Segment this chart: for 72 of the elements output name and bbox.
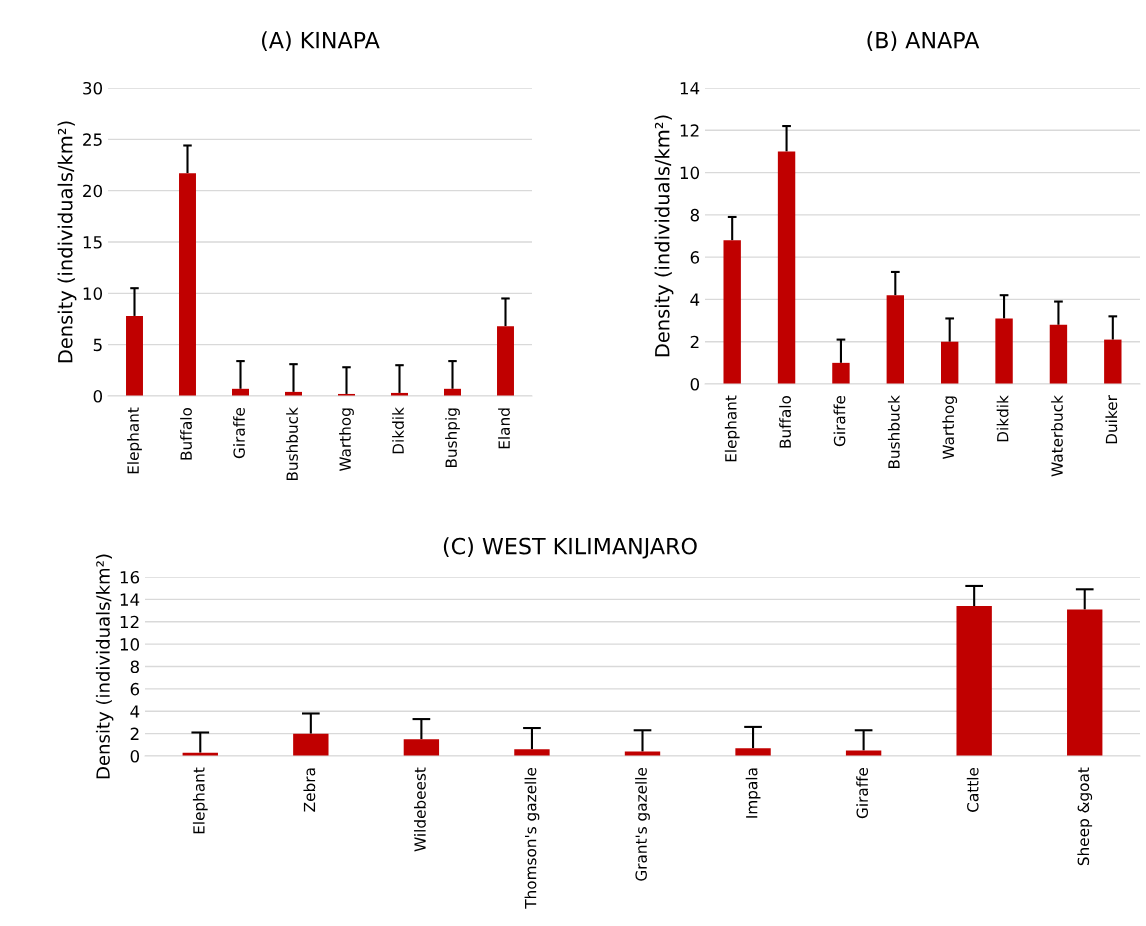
bar: [179, 173, 196, 396]
y-tick-label: 2: [690, 335, 699, 349]
x-tick-label: Wildebeest: [414, 767, 426, 852]
y-tick-label: 20: [83, 184, 103, 198]
y-tick-label: 15: [83, 236, 102, 249]
x-tick-label: Buffalo: [180, 407, 192, 460]
x-tick-label: Waterbuck: [1051, 395, 1063, 477]
y-tick-label: 0: [93, 389, 103, 403]
x-tick-label: Elephant: [724, 395, 740, 462]
x-tick-label: Sheep &goat: [1077, 767, 1093, 866]
y-tick-label: 14: [120, 593, 140, 606]
x-tick-label: Elephant: [127, 407, 142, 474]
y-tick-label: 4: [130, 705, 140, 718]
bar: [995, 318, 1013, 384]
bar: [832, 362, 850, 384]
y-tick-label: 30: [83, 81, 103, 95]
x-tick-label: Bushbuck: [887, 395, 900, 469]
y-tick-label: 6: [130, 682, 140, 696]
chart-title: (B) ANAPA: [867, 31, 980, 52]
y-axis-title: Density (individuals/km²): [57, 121, 77, 363]
chart-title: (C) WEST KILIMANJARO: [443, 537, 697, 559]
bar: [956, 606, 992, 756]
x-tick-label: Giraffe: [856, 767, 869, 819]
x-tick-label: Eland: [498, 408, 510, 449]
bar: [1104, 339, 1122, 384]
y-tick-label: 4: [690, 293, 700, 306]
x-tick-label: Warthog: [339, 408, 354, 472]
y-tick-label: 10: [680, 166, 700, 180]
x-tick-label: Giraffe: [833, 395, 846, 447]
y-tick-label: 10: [83, 287, 103, 300]
bar: [777, 151, 796, 384]
y-tick-label: 8: [130, 660, 139, 674]
y-axis-title: Density (individuals/km²): [654, 115, 674, 357]
bar: [723, 240, 741, 384]
chart-title: (A) KINAPA: [262, 31, 380, 52]
x-tick-label: Cattle: [966, 767, 979, 812]
y-tick-label: 14: [680, 82, 700, 95]
bar: [126, 315, 143, 396]
x-tick-label: Warthog: [942, 396, 958, 460]
x-tick-label: Dikdik: [996, 395, 1009, 442]
bar: [514, 749, 550, 756]
y-tick-label: 16: [120, 570, 140, 584]
y-tick-label: 25: [83, 133, 102, 146]
y-tick-label: 12: [120, 615, 139, 629]
bar: [403, 739, 440, 756]
bar: [940, 341, 959, 384]
bar: [886, 295, 905, 384]
y-tick-label: 6: [690, 251, 700, 264]
y-tick-label: 5: [93, 338, 102, 352]
x-tick-label: Impala: [745, 768, 761, 818]
y-tick-label: 12: [680, 124, 699, 137]
x-tick-label: Duiker: [1105, 395, 1118, 444]
y-tick-label: 10: [120, 638, 140, 651]
x-tick-label: Bushpig: [445, 408, 460, 468]
bar: [497, 326, 514, 396]
y-tick-label: 0: [690, 377, 700, 391]
x-tick-label: Thomson's gazelle: [524, 767, 540, 909]
x-tick-label: Elephant: [192, 767, 208, 834]
x-tick-label: Buffalo: [779, 395, 791, 448]
x-tick-label: Dikdik: [392, 407, 404, 454]
x-tick-label: Giraffe: [233, 407, 245, 459]
x-tick-label: Bushbuck: [286, 407, 298, 481]
bar: [1049, 324, 1068, 384]
y-axis-title: Density (individuals/km²): [95, 554, 114, 779]
bar: [293, 733, 329, 756]
y-tick-label: 2: [130, 727, 139, 740]
y-tick-label: 0: [130, 749, 140, 763]
bar: [735, 748, 771, 756]
y-tick-label: 8: [690, 208, 699, 222]
x-tick-label: Zebra: [303, 768, 316, 812]
bar: [1067, 609, 1103, 756]
x-tick-label: Grant's gazelle: [635, 767, 650, 881]
